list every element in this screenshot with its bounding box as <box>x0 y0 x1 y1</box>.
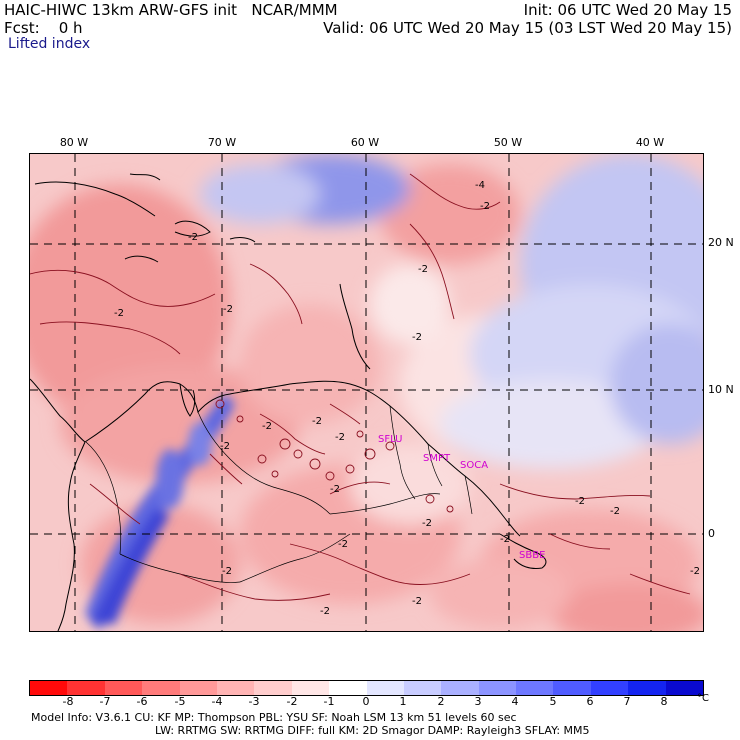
contour-label: -2 <box>422 518 432 529</box>
colorbar-cell <box>628 681 666 695</box>
contour-label: -2 <box>500 534 510 545</box>
lon-label-50w: 50 W <box>493 136 523 149</box>
country-borders <box>85 405 473 583</box>
station-smpt: SMPT <box>423 453 451 464</box>
station-labels: SFLU SMPT SOCA SBBE <box>378 434 545 561</box>
colorbar-cell <box>665 681 704 695</box>
model-title: HAIC-HIWC 13km ARW-GFS init NCAR/MMM <box>4 1 338 19</box>
colorbar-cell <box>104 681 143 695</box>
lon-label-60w: 60 W <box>350 136 380 149</box>
contour-label: -2 <box>188 232 198 243</box>
org-label: NCAR/MMM <box>251 1 338 19</box>
color-scale-bar <box>29 680 704 696</box>
contour-label: -2 <box>320 606 330 617</box>
contour-label: -2 <box>610 506 620 517</box>
contour-label: -2 <box>480 201 490 212</box>
station-soca: SOCA <box>460 460 488 471</box>
colorbar-tick: 4 <box>511 695 519 708</box>
lon-label-40w: 40 W <box>635 136 665 149</box>
colorbar-cell <box>516 681 554 695</box>
contour-label: -4 <box>475 180 485 191</box>
colorbar-tick: 6 <box>586 695 594 708</box>
lat-lon-grid <box>30 154 703 631</box>
colorbar-tick: -5 <box>174 695 186 708</box>
colorbar-cell <box>329 681 367 695</box>
colorbar-tick: 7 <box>623 695 631 708</box>
colorbar-cell <box>216 681 255 695</box>
colorbar-cell <box>590 681 629 695</box>
colorbar-tick: -4 <box>211 695 223 708</box>
colorbar-tick: -8 <box>62 695 74 708</box>
colorbar-cell <box>441 681 479 695</box>
colorbar-unit: °C <box>697 693 709 704</box>
colorbar-tick: -6 <box>136 695 148 708</box>
colorbar-tick: 0 <box>362 695 370 708</box>
colorbar-cell <box>67 681 105 695</box>
lat-label-20n: 20 N <box>708 236 734 249</box>
colorbar-tick: -3 <box>248 695 260 708</box>
colorbar-cell <box>30 681 68 695</box>
contour-value-labels: -2 -2 -2 -2 -2 -2 -2 -2 -2 -2 -2 -2 -2 -… <box>114 180 700 617</box>
colorbar-tick: 5 <box>549 695 557 708</box>
contour-label: -2 <box>575 496 585 507</box>
contour-label: -2 <box>222 566 232 577</box>
colorbar-tick: 2 <box>437 695 445 708</box>
colorbar-cell <box>291 681 330 695</box>
colorbar-cell <box>142 681 180 695</box>
colorbar-tick: -1 <box>323 695 335 708</box>
station-sbbe: SBBE <box>519 550 545 561</box>
lon-label-80w: 80 W <box>59 136 89 149</box>
contour-label: -2 <box>223 304 233 315</box>
colorbar-tick: -7 <box>99 695 111 708</box>
contour-label: -2 <box>335 432 345 443</box>
lifted-index-map: -2 -2 -2 -2 -2 -2 -2 -2 -2 -2 -2 -2 -2 -… <box>29 153 704 632</box>
colorbar-tick: 3 <box>474 695 482 708</box>
init-time: Init: 06 UTC Wed 20 May 15 <box>523 1 732 19</box>
contour-label: -2 <box>690 566 700 577</box>
station-sflu: SFLU <box>378 434 403 445</box>
contour-lines <box>30 173 691 601</box>
colorbar-cell <box>553 681 591 695</box>
contour-label: -2 <box>412 596 422 607</box>
contour-label: -2 <box>312 416 322 427</box>
coastlines <box>30 173 547 631</box>
colorbar-tick: 1 <box>399 695 407 708</box>
forecast-hour: Fcst: 0 h <box>4 19 83 37</box>
contour-label: -2 <box>418 264 428 275</box>
lon-label-70w: 70 W <box>207 136 237 149</box>
colorbar-cell <box>179 681 217 695</box>
contour-label: -2 <box>262 421 272 432</box>
contour-label: -2 <box>338 539 348 550</box>
lat-label-10n: 10 N <box>708 383 734 396</box>
contour-label: -2 <box>330 484 340 495</box>
model-info-line2: LW: RRTMG SW: RRTMG DIFF: full KM: 2D Sm… <box>155 724 590 737</box>
colorbar-cell <box>366 681 404 695</box>
valid-time: Valid: 06 UTC Wed 20 May 15 (03 LST Wed … <box>323 19 732 37</box>
field-name: Lifted index <box>8 36 91 52</box>
colorbar-cell <box>403 681 442 695</box>
andes-positive-values <box>85 394 235 631</box>
contour-label: -2 <box>114 308 124 319</box>
contour-label: -2 <box>412 332 422 343</box>
colorbar-cell <box>478 681 517 695</box>
model-info-line1: Model Info: V3.6.1 CU: KF MP: Thompson P… <box>31 711 517 724</box>
colorbar-cell <box>254 681 292 695</box>
lat-label-equator: 0 <box>708 527 715 540</box>
contour-label: -2 <box>220 441 230 452</box>
map-canvas: -2 -2 -2 -2 -2 -2 -2 -2 -2 -2 -2 -2 -2 -… <box>30 154 703 631</box>
colorbar-tick: 8 <box>660 695 668 708</box>
colorbar-tick: -2 <box>286 695 298 708</box>
